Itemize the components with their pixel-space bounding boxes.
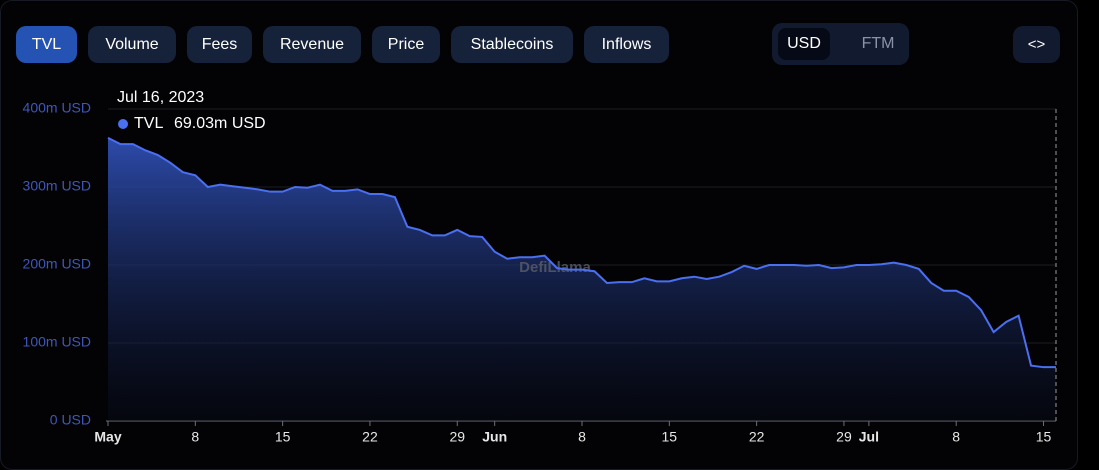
area [108, 137, 1056, 422]
x-tick-label: 29 [836, 429, 852, 445]
tooltip-date: Jul 16, 2023 [117, 89, 204, 106]
tab-button[interactable]: Price [372, 26, 440, 63]
tab-button[interactable]: Revenue [263, 26, 361, 63]
x-tick-label: Jun [482, 429, 507, 445]
tab-button[interactable]: TVL [16, 26, 77, 63]
tooltip-dot [118, 119, 128, 129]
x-tick-label: 29 [449, 429, 465, 445]
y-tick-label: 100m USD [23, 334, 91, 350]
chart: 0 USD 100m USD 200m USD 300m USD 400m USD May… [23, 89, 1057, 445]
y-tick-label: 300m USD [23, 178, 91, 194]
tab-button[interactable]: Stablecoins [451, 26, 573, 63]
tooltip-series: TVL [134, 115, 163, 132]
tab-button[interactable]: Fees [187, 26, 252, 63]
y-tick-label: 400m USD [23, 100, 91, 116]
tab-button[interactable]: Volume [88, 26, 176, 63]
embed-button[interactable]: <> [1013, 26, 1060, 63]
x-tick-label: Jul [859, 429, 879, 445]
y-tick-label: 0 USD [50, 412, 91, 428]
currency-toggle: USD FTM [772, 23, 909, 65]
x-tick-label: 15 [275, 429, 291, 445]
x-tick-label: 8 [952, 429, 960, 445]
currency-button[interactable]: USD [778, 28, 830, 60]
tab-button[interactable]: Inflows [584, 26, 669, 63]
tooltip-value: 69.03m USD [174, 115, 266, 132]
currency-button[interactable]: FTM [861, 35, 895, 52]
x-tick-label: 8 [191, 429, 199, 445]
x-tick-label: 15 [1036, 429, 1052, 445]
line [107, 136, 1057, 369]
x-tick-label: 22 [362, 429, 378, 445]
x-tick-label: 22 [749, 429, 765, 445]
x-tick-label: May [94, 429, 121, 445]
x-tick-label: 8 [578, 429, 586, 445]
y-tick-label: 200m USD [23, 256, 91, 272]
x-tick-label: 15 [662, 429, 678, 445]
